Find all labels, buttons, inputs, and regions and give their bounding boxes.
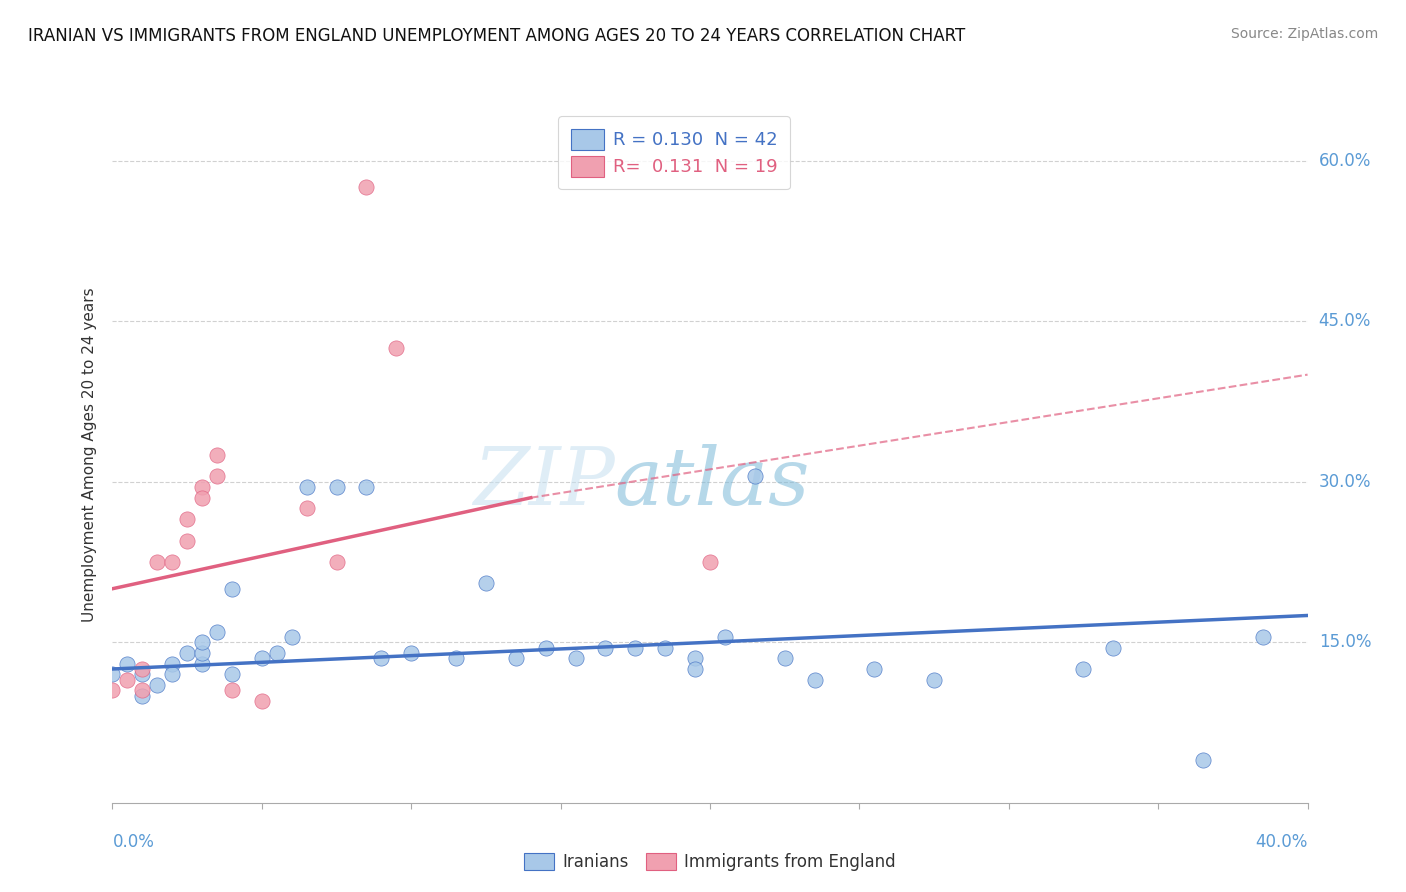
Point — [191, 646, 214, 660]
Text: 40.0%: 40.0% — [1256, 833, 1308, 851]
Point — [191, 635, 214, 649]
Point — [803, 673, 825, 687]
Text: 45.0%: 45.0% — [1319, 312, 1371, 330]
Point — [863, 662, 886, 676]
Text: 15.0%: 15.0% — [1319, 633, 1371, 651]
Point — [205, 624, 228, 639]
Point — [117, 657, 139, 671]
Point — [250, 651, 273, 665]
Point — [564, 651, 586, 665]
Point — [683, 662, 706, 676]
Text: atlas: atlas — [614, 444, 810, 522]
Point — [281, 630, 304, 644]
Text: IRANIAN VS IMMIGRANTS FROM ENGLAND UNEMPLOYMENT AMONG AGES 20 TO 24 YEARS CORREL: IRANIAN VS IMMIGRANTS FROM ENGLAND UNEMP… — [28, 27, 966, 45]
Point — [773, 651, 796, 665]
Point — [162, 667, 183, 681]
Point — [1073, 662, 1095, 676]
Point — [266, 646, 288, 660]
Point — [205, 448, 228, 462]
Text: 30.0%: 30.0% — [1319, 473, 1371, 491]
Point — [444, 651, 467, 665]
Text: Source: ZipAtlas.com: Source: ZipAtlas.com — [1230, 27, 1378, 41]
Point — [595, 640, 617, 655]
Point — [221, 683, 243, 698]
Point — [221, 667, 243, 681]
Point — [250, 694, 273, 708]
Point — [176, 646, 198, 660]
Point — [1192, 753, 1215, 767]
Point — [683, 651, 706, 665]
Point — [370, 651, 392, 665]
Point — [205, 469, 228, 483]
Point — [385, 341, 408, 355]
Point — [475, 576, 498, 591]
Point — [325, 480, 347, 494]
Point — [505, 651, 527, 665]
Text: ZIP: ZIP — [472, 444, 614, 522]
Point — [714, 630, 737, 644]
Point — [295, 501, 318, 516]
Point — [401, 646, 423, 660]
Point — [191, 491, 214, 505]
Point — [131, 683, 153, 698]
Point — [131, 662, 153, 676]
Point — [356, 180, 378, 194]
Point — [146, 555, 169, 569]
Point — [146, 678, 169, 692]
Point — [356, 480, 378, 494]
Point — [117, 673, 139, 687]
Point — [922, 673, 945, 687]
Point — [176, 512, 198, 526]
Point — [1251, 630, 1274, 644]
Point — [325, 555, 347, 569]
Point — [101, 667, 124, 681]
Point — [1102, 640, 1125, 655]
Point — [221, 582, 243, 596]
Point — [534, 640, 557, 655]
Text: 60.0%: 60.0% — [1319, 152, 1371, 169]
Point — [191, 657, 214, 671]
Point — [162, 657, 183, 671]
Point — [162, 555, 183, 569]
Legend: Iranians, Immigrants from England: Iranians, Immigrants from England — [517, 847, 903, 878]
Point — [101, 683, 124, 698]
Point — [624, 640, 647, 655]
Point — [744, 469, 766, 483]
Text: 0.0%: 0.0% — [112, 833, 155, 851]
Point — [176, 533, 198, 548]
Y-axis label: Unemployment Among Ages 20 to 24 years: Unemployment Among Ages 20 to 24 years — [82, 287, 97, 623]
Point — [191, 480, 214, 494]
Point — [131, 689, 153, 703]
Point — [131, 667, 153, 681]
Point — [654, 640, 676, 655]
Point — [699, 555, 721, 569]
Point — [295, 480, 318, 494]
